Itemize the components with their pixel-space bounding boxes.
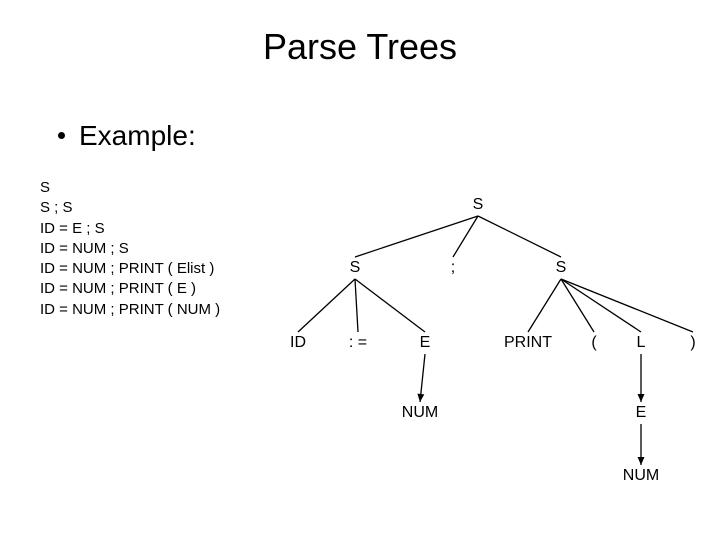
- tree-node: ;: [451, 259, 455, 277]
- tree-node: : =: [349, 334, 367, 352]
- tree-node: E: [420, 334, 431, 352]
- tree-node: (: [591, 334, 596, 352]
- tree-node: L: [637, 334, 646, 352]
- tree-node: ID: [290, 334, 306, 352]
- tree-node: E: [636, 404, 647, 422]
- tree-node: NUM: [402, 404, 438, 422]
- tree-node: S: [556, 259, 567, 277]
- tree-node: PRINT: [504, 334, 552, 352]
- tree-node: S: [350, 259, 361, 277]
- tree-node: ): [690, 334, 695, 352]
- tree-node: NUM: [623, 467, 659, 485]
- parse-tree: S S; S ID : = E PRINT ( L) NUM E NUM: [0, 0, 720, 540]
- tree-node: S: [473, 196, 484, 214]
